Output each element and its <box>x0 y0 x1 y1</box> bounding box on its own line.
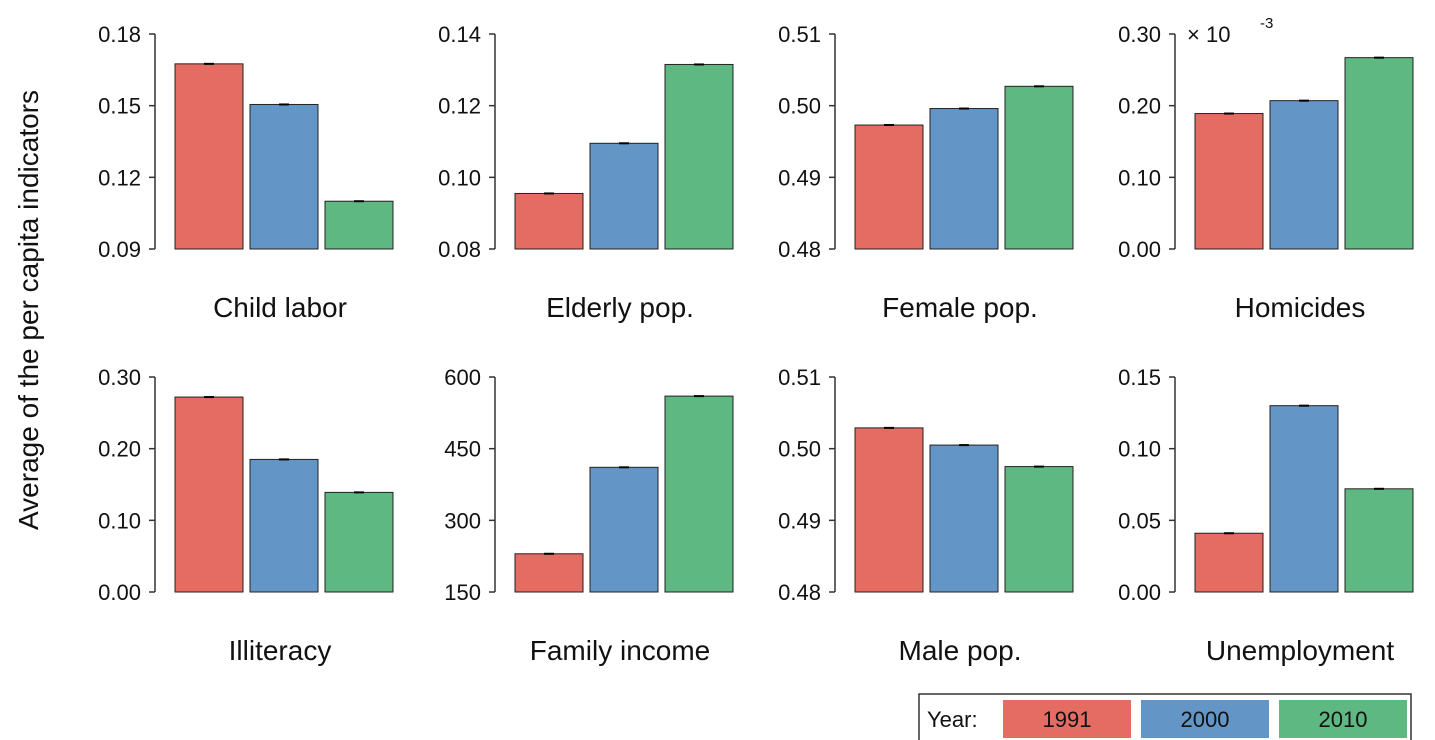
bar-homicides-2000 <box>1269 100 1339 250</box>
bar-female-pop-1991 <box>854 124 924 250</box>
legend-label-2010: 2010 <box>1319 707 1368 732</box>
y-tick-label: 0.14 <box>438 22 481 47</box>
y-tick-label: 0.51 <box>778 22 821 47</box>
bar-male-pop-1991 <box>854 427 924 593</box>
panel-title: Family income <box>530 635 710 666</box>
y-tick-label: 0.00 <box>1118 237 1161 262</box>
y-tick-label: 0.09 <box>98 237 141 262</box>
bar-child-labor-2010 <box>324 200 394 250</box>
y-tick-label: 0.49 <box>778 165 821 190</box>
bar-family-income-2000 <box>589 466 659 593</box>
y-tick-label: 0.10 <box>98 508 141 533</box>
y-tick-label: 0.50 <box>778 94 821 119</box>
legend-swatch-1991 <box>1003 700 1131 738</box>
bar-illiteracy-2010 <box>324 491 394 593</box>
y-tick-label: 0.15 <box>98 94 141 119</box>
bar-child-labor-1991 <box>174 63 244 250</box>
panel-title: Female pop. <box>882 292 1038 323</box>
y-tick-label: 0.15 <box>1118 365 1161 390</box>
y-tick-label: 0.51 <box>778 365 821 390</box>
y-tick-label: 0.48 <box>778 580 821 605</box>
bar-family-income-2010 <box>664 395 734 593</box>
y-tick-label: 600 <box>444 365 481 390</box>
bar-unemployment-2010 <box>1344 488 1414 593</box>
bar-female-pop-2000 <box>929 108 999 250</box>
panel-unemployment: 0.00 0.05 0.10 0.15 Unemployment <box>1118 365 1414 666</box>
y-tick-label: 0.20 <box>98 437 141 462</box>
bar-unemployment-1991 <box>1194 532 1264 593</box>
y-tick-label: 0.10 <box>1118 165 1161 190</box>
legend-swatch-2010 <box>1279 700 1407 738</box>
bar-elderly-pop-1991 <box>514 192 584 250</box>
y-tick-label: 0.20 <box>1118 94 1161 119</box>
panel-family-income: 150 300 450 600 Family income <box>444 365 734 666</box>
y-tick-label: 0.30 <box>1118 22 1161 47</box>
bar-female-pop-2010 <box>1004 85 1074 250</box>
y-tick-label: 0.49 <box>778 508 821 533</box>
y-tick-label: 0.10 <box>438 165 481 190</box>
y-tick-label: 150 <box>444 580 481 605</box>
y-tick-label: 0.12 <box>98 165 141 190</box>
panel-homicides: 0.00 0.10 0.20 0.30 Homicides × 10 -3 <box>1118 15 1414 323</box>
y-tick-label: 0.05 <box>1118 508 1161 533</box>
y-axis-label: Average of the per capita indicators <box>13 90 44 530</box>
panel-illiteracy: 0.00 0.10 0.20 0.30 Illiteracy <box>98 365 394 666</box>
y-tick-label: 0.10 <box>1118 437 1161 462</box>
panel-male-pop: 0.48 0.49 0.50 0.51 Male pop. <box>778 365 1074 666</box>
panel-title: Male pop. <box>899 635 1022 666</box>
scale-multiplier: × 10 <box>1187 22 1230 47</box>
bar-illiteracy-2000 <box>249 458 319 593</box>
y-tick-label: 0.12 <box>438 94 481 119</box>
y-tick-label: 0.00 <box>98 580 141 605</box>
bar-homicides-1991 <box>1194 113 1264 250</box>
scale-multiplier-exponent: -3 <box>1260 15 1273 32</box>
y-tick-label: 0.00 <box>1118 580 1161 605</box>
panel-title: Illiteracy <box>229 635 332 666</box>
bar-illiteracy-1991 <box>174 396 244 593</box>
bar-homicides-2010 <box>1344 57 1414 250</box>
y-tick-label: 0.50 <box>778 437 821 462</box>
legend-title: Year: <box>927 707 978 732</box>
panel-title: Homicides <box>1235 292 1366 323</box>
bar-child-labor-2000 <box>249 103 319 250</box>
y-tick-label: 0.30 <box>98 365 141 390</box>
y-tick-label: 300 <box>444 508 481 533</box>
bar-unemployment-2000 <box>1269 405 1339 593</box>
panel-elderly-pop: 0.08 0.10 0.12 0.14 Elderly pop. <box>438 22 734 323</box>
legend-swatch-2000 <box>1141 700 1269 738</box>
bar-elderly-pop-2000 <box>589 142 659 250</box>
y-tick-label: 0.18 <box>98 22 141 47</box>
legend: Year: 1991 2000 2010 <box>918 693 1412 740</box>
y-tick-label: 0.48 <box>778 237 821 262</box>
y-tick-label: 450 <box>444 437 481 462</box>
panel-title: Elderly pop. <box>546 292 694 323</box>
bar-family-income-1991 <box>514 553 584 593</box>
panel-title: Unemployment <box>1206 635 1395 666</box>
bar-male-pop-2000 <box>929 444 999 593</box>
bar-elderly-pop-2010 <box>664 63 734 250</box>
legend-label-2000: 2000 <box>1181 707 1230 732</box>
panel-title: Child labor <box>213 292 347 323</box>
bar-male-pop-2010 <box>1004 466 1074 593</box>
y-tick-label: 0.08 <box>438 237 481 262</box>
panel-child-labor: 0.09 0.12 0.15 0.18 Child labor <box>98 22 394 323</box>
panel-female-pop: 0.48 0.49 0.50 0.51 Female pop. <box>778 22 1074 323</box>
legend-label-1991: 1991 <box>1043 707 1092 732</box>
